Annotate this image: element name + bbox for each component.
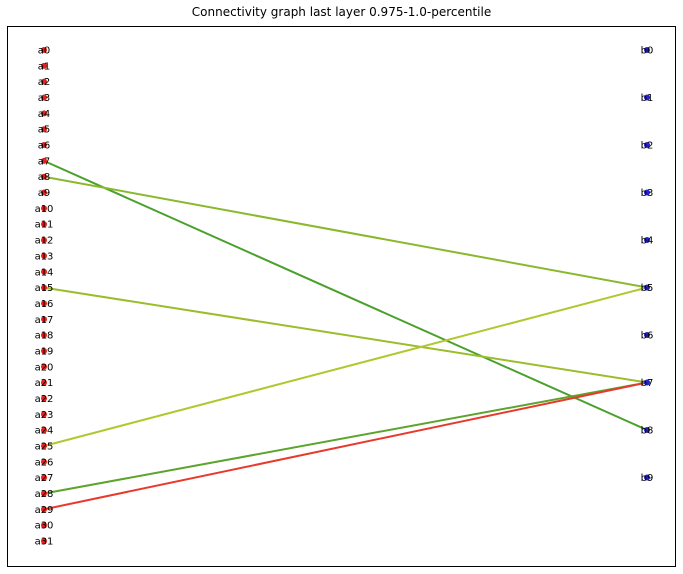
node-a14 bbox=[41, 268, 47, 275]
plot-frame bbox=[7, 26, 676, 567]
node-a12 bbox=[41, 237, 47, 244]
node-b5 bbox=[644, 284, 650, 291]
node-label-b3: b3 bbox=[641, 188, 654, 199]
node-label-a1: a1 bbox=[38, 61, 51, 72]
node-a8 bbox=[41, 173, 47, 180]
node-label-a20: a20 bbox=[35, 362, 54, 373]
node-a28 bbox=[41, 490, 47, 497]
node-label-a10: a10 bbox=[35, 204, 54, 215]
node-label-a26: a26 bbox=[35, 457, 54, 468]
label-layer: a0 a1 a2 a3 a4 a5 a6 a7 a8 a9 a10 a11 a12 a13 a14 a15 a1… bbox=[35, 46, 654, 548]
node-b7 bbox=[644, 379, 650, 386]
node-label-a23: a23 bbox=[35, 410, 54, 421]
node-a13 bbox=[41, 252, 47, 259]
node-a15 bbox=[41, 284, 47, 291]
node-label-a13: a13 bbox=[35, 251, 54, 262]
node-a19 bbox=[41, 347, 47, 354]
node-label-b0: b0 bbox=[641, 46, 654, 57]
node-a21 bbox=[41, 379, 47, 386]
edge-a8-b5 bbox=[43, 175, 648, 289]
node-label-a24: a24 bbox=[35, 426, 54, 437]
node-a26 bbox=[41, 458, 47, 465]
node-label-a11: a11 bbox=[35, 220, 54, 231]
node-label-a12: a12 bbox=[35, 236, 54, 247]
node-label-a7: a7 bbox=[38, 156, 51, 167]
node-b6 bbox=[644, 332, 650, 338]
node-a24 bbox=[41, 427, 47, 434]
node-label-a16: a16 bbox=[35, 299, 54, 310]
node-a31 bbox=[41, 538, 47, 545]
node-b2 bbox=[644, 142, 650, 148]
node-label-b7: b7 bbox=[641, 378, 654, 389]
node-label-a29: a29 bbox=[35, 505, 54, 516]
edge-a7-b8 bbox=[43, 159, 648, 431]
node-label-a21: a21 bbox=[35, 378, 54, 389]
node-a9 bbox=[41, 189, 47, 196]
node-a23 bbox=[41, 411, 47, 418]
node-a6 bbox=[41, 142, 47, 149]
node-b8 bbox=[644, 427, 650, 433]
edge-a25-b5 bbox=[43, 286, 648, 447]
edge-a28-b7 bbox=[43, 381, 648, 495]
node-label-a22: a22 bbox=[35, 394, 54, 405]
node-label-b2: b2 bbox=[641, 141, 654, 152]
node-label-b8: b8 bbox=[641, 426, 654, 437]
node-a3 bbox=[41, 94, 47, 101]
node-layer bbox=[41, 47, 650, 545]
node-a1 bbox=[41, 62, 47, 69]
node-label-a17: a17 bbox=[35, 315, 54, 326]
node-b3 bbox=[644, 189, 650, 196]
node-a11 bbox=[41, 221, 47, 228]
node-label-a19: a19 bbox=[35, 346, 54, 357]
edge-a15-b7 bbox=[43, 286, 648, 384]
node-label-a6: a6 bbox=[38, 141, 51, 152]
node-a30 bbox=[41, 522, 47, 529]
node-label-a3: a3 bbox=[38, 93, 51, 104]
node-label-a0: a0 bbox=[38, 46, 51, 57]
node-label-b1: b1 bbox=[641, 93, 654, 104]
node-label-a25: a25 bbox=[35, 442, 54, 453]
node-a18 bbox=[41, 332, 47, 339]
node-label-a5: a5 bbox=[38, 125, 51, 136]
node-label-a15: a15 bbox=[35, 283, 54, 294]
node-b0 bbox=[644, 47, 650, 53]
edge-a29-b7 bbox=[43, 381, 648, 511]
node-a17 bbox=[41, 316, 47, 323]
node-label-a14: a14 bbox=[35, 267, 54, 278]
node-a0 bbox=[41, 47, 47, 53]
node-label-a18: a18 bbox=[35, 331, 54, 342]
node-a16 bbox=[41, 300, 47, 307]
node-label-a28: a28 bbox=[35, 489, 54, 500]
node-a22 bbox=[41, 395, 47, 402]
node-label-a9: a9 bbox=[38, 188, 51, 199]
node-label-a31: a31 bbox=[35, 537, 54, 548]
node-label-a27: a27 bbox=[35, 473, 54, 484]
node-label-b4: b4 bbox=[641, 236, 654, 247]
node-b4 bbox=[644, 237, 650, 243]
node-label-a4: a4 bbox=[38, 109, 51, 120]
node-a7 bbox=[41, 157, 47, 164]
node-a5 bbox=[41, 126, 47, 133]
node-a25 bbox=[41, 443, 47, 449]
node-label-b5: b5 bbox=[641, 283, 654, 294]
graph-title: Connectivity graph last layer 0.975-1.0-… bbox=[191, 5, 492, 19]
node-a29 bbox=[41, 506, 47, 513]
node-a27 bbox=[41, 474, 47, 481]
node-label-a2: a2 bbox=[38, 77, 51, 88]
node-a4 bbox=[41, 110, 47, 117]
node-a10 bbox=[41, 205, 47, 212]
node-label-a30: a30 bbox=[35, 521, 54, 532]
node-label-b9: b9 bbox=[641, 473, 654, 484]
node-label-a8: a8 bbox=[38, 172, 51, 183]
edge-layer bbox=[43, 159, 648, 511]
node-b1 bbox=[644, 94, 650, 101]
node-a2 bbox=[41, 78, 47, 85]
node-label-b6: b6 bbox=[641, 331, 654, 342]
node-b9 bbox=[644, 474, 650, 481]
node-a20 bbox=[41, 363, 47, 370]
